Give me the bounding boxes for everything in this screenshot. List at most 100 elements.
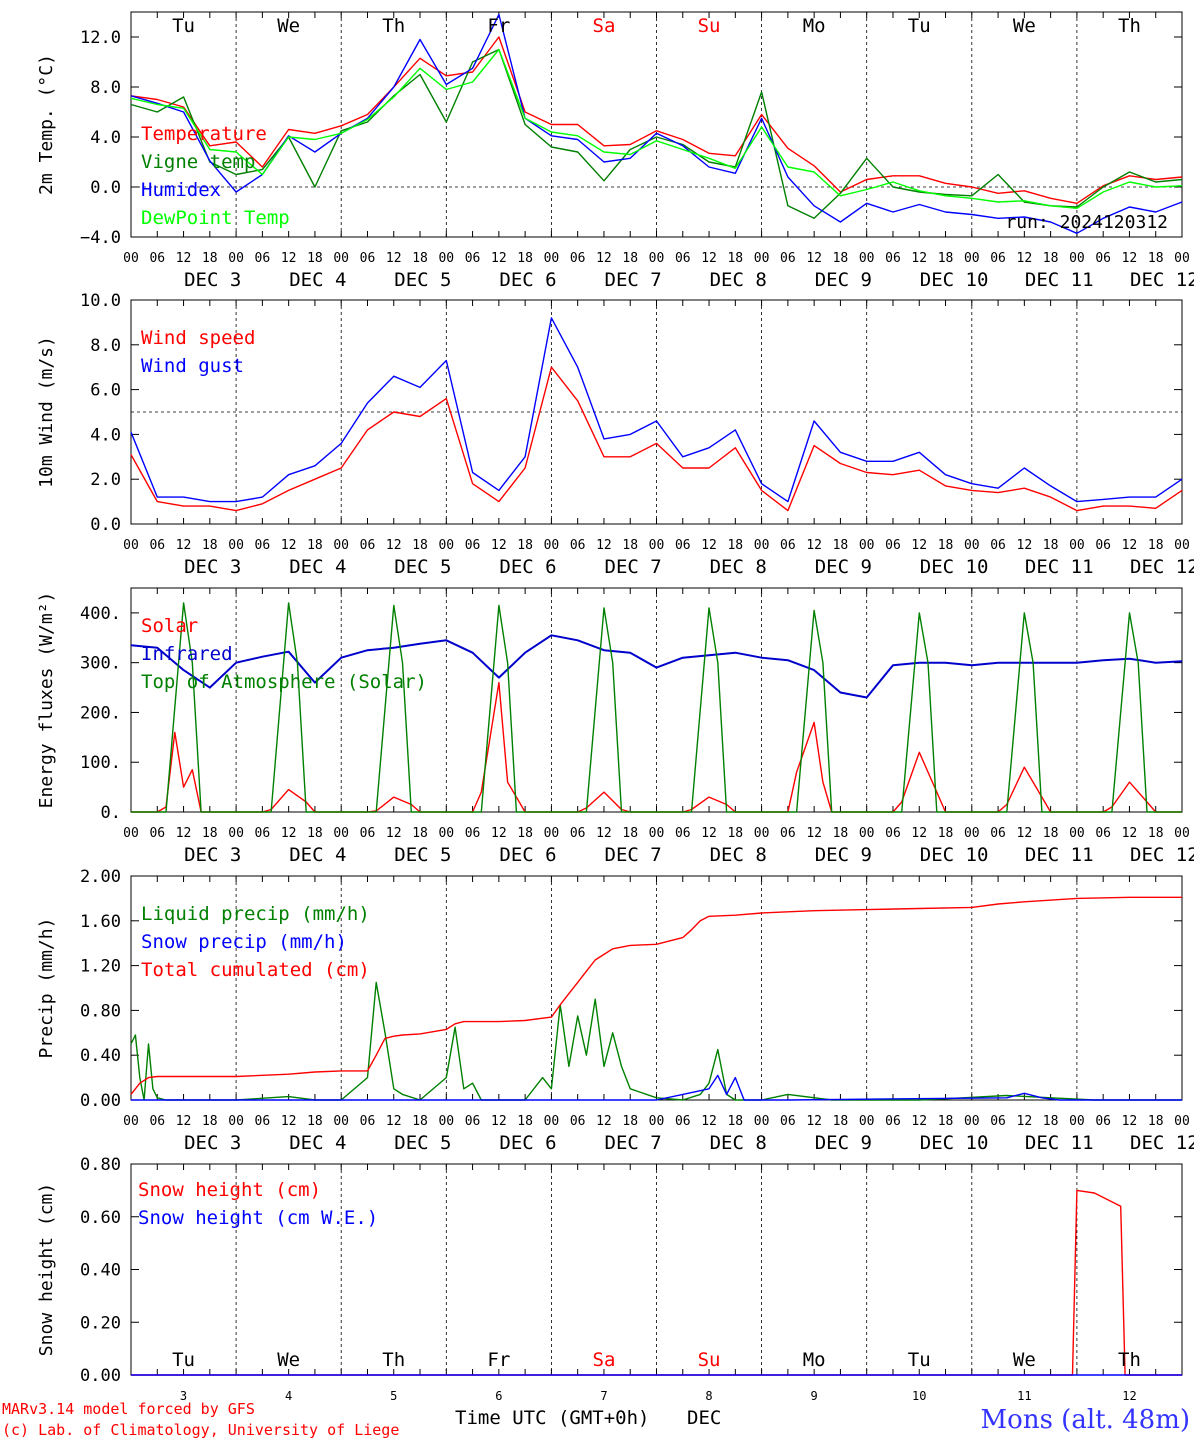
panel-1: −4.0 0.0 4.0 8.0 12.0 2m Temp. (°C) Temperatur…	[36, 11, 1194, 291]
y-tick-label: −4.0	[80, 228, 121, 248]
station-name: Mons (alt. 48m)	[981, 1405, 1190, 1435]
date-label: DEC 8	[710, 269, 767, 291]
date-label: DEC 5	[394, 1132, 451, 1154]
hour-label: 00	[859, 826, 875, 841]
weekday-label: Sa	[593, 1349, 616, 1371]
legend-entry: Temperature	[141, 123, 267, 145]
legend-entry: Snow height (cm)	[138, 1179, 321, 1201]
hour-label: 12	[911, 538, 927, 553]
hour-label: 12	[701, 251, 717, 266]
y-tick-label: 8.0	[90, 336, 121, 356]
hour-label: 18	[727, 826, 743, 841]
hour-label: 18	[202, 1114, 218, 1129]
date-label: DEC 3	[184, 556, 241, 578]
hour-label: 12	[491, 538, 507, 553]
x-axis-label: Time UTC (GMT+0h)	[455, 1407, 649, 1429]
hour-label: 06	[885, 826, 901, 841]
panel-4: 0.00 0.40 0.80 1.20 1.60 2.00 Precip (mm/h) Liq…	[36, 867, 1194, 1154]
date-label: DEC 6	[499, 844, 556, 866]
y-tick-label: 0.40	[80, 1261, 121, 1281]
hour-label: 18	[412, 251, 428, 266]
day-number-label: 9	[811, 1389, 818, 1403]
date-label: DEC 7	[605, 844, 662, 866]
y-tick-label: 4.0	[90, 425, 121, 445]
hour-label: 06	[149, 1114, 165, 1129]
hour-label: 06	[1095, 538, 1111, 553]
hour-label: 12	[1017, 826, 1033, 841]
legend-entry: Total cumulated (cm)	[141, 959, 370, 981]
hour-label: 00	[544, 826, 560, 841]
hour-label: 06	[990, 826, 1006, 841]
y-tick-label: 300.	[80, 654, 121, 674]
hour-label: 18	[938, 1114, 954, 1129]
hour-label: 12	[176, 251, 192, 266]
hour-label: 00	[964, 1114, 980, 1129]
weekday-label: Mo	[803, 1349, 826, 1371]
day-number-label: 7	[600, 1389, 607, 1403]
hour-label: 00	[859, 1114, 875, 1129]
weekday-label: Mo	[803, 15, 826, 37]
hour-label: 00	[754, 251, 770, 266]
date-label: DEC 8	[710, 844, 767, 866]
date-label: DEC 11	[1025, 844, 1094, 866]
hour-label: 12	[386, 826, 402, 841]
hour-label: 06	[255, 251, 271, 266]
hour-label: 00	[1174, 251, 1190, 266]
hour-label: 12	[491, 826, 507, 841]
date-label: DEC 9	[815, 1132, 872, 1154]
hour-label: 12	[701, 1114, 717, 1129]
date-label: DEC 3	[184, 269, 241, 291]
weekday-label: Su	[698, 15, 721, 37]
hour-label: 00	[438, 1114, 454, 1129]
day-number-label: 6	[495, 1389, 502, 1403]
run-annotation: run: 2024120312	[1005, 212, 1168, 233]
hour-label: 12	[596, 1114, 612, 1129]
date-label: DEC 4	[289, 1132, 346, 1154]
date-label: DEC 5	[394, 844, 451, 866]
hour-label: 18	[833, 1114, 849, 1129]
hour-label: 06	[1095, 826, 1111, 841]
hour-label: 12	[596, 538, 612, 553]
weekday-label: Fr	[487, 15, 510, 37]
date-label: DEC 4	[289, 556, 346, 578]
legend-entry: DewPoint Temp	[141, 207, 290, 229]
hour-label: 12	[1122, 826, 1138, 841]
legend-entry: Humidex	[141, 179, 221, 201]
y-axis-label: 2m Temp. (°C)	[36, 54, 57, 195]
hour-label: 12	[806, 826, 822, 841]
hour-label: 00	[1069, 826, 1085, 841]
hour-label: 18	[833, 826, 849, 841]
weekday-label: We	[277, 15, 300, 37]
hour-label: 06	[885, 251, 901, 266]
weekday-label: We	[277, 1349, 300, 1371]
hour-label: 06	[675, 826, 691, 841]
y-tick-label: 0.80	[80, 1001, 121, 1021]
date-label: DEC 9	[815, 844, 872, 866]
date-label: DEC 3	[184, 844, 241, 866]
panel-3: 0. 100. 200. 300. 400. Energy fluxes (W/m²) So…	[36, 587, 1194, 866]
hour-label: 12	[491, 251, 507, 266]
y-tick-label: 4.0	[90, 128, 121, 148]
legend-entry: Top of Atmosphere (Solar)	[141, 671, 427, 693]
hour-label: 18	[622, 538, 638, 553]
date-label: DEC 8	[710, 1132, 767, 1154]
copyright: (c) Lab. of Climatology, University of L…	[2, 1421, 399, 1439]
hour-label: 12	[596, 826, 612, 841]
hour-label: 12	[386, 251, 402, 266]
hour-label: 06	[675, 251, 691, 266]
hour-label: 06	[780, 826, 796, 841]
y-tick-label: 0.00	[80, 1366, 121, 1386]
hour-label: 12	[806, 251, 822, 266]
date-label: DEC 10	[920, 556, 989, 578]
weekday-label: Tu	[908, 1349, 931, 1371]
hour-label: 00	[964, 538, 980, 553]
weekday-label: Th	[382, 1349, 405, 1371]
date-label: DEC 11	[1025, 556, 1094, 578]
day-number-label: 5	[390, 1389, 397, 1403]
hour-label: 00	[544, 1114, 560, 1129]
hour-label: 06	[1095, 1114, 1111, 1129]
hour-label: 00	[123, 1114, 139, 1129]
hour-label: 12	[1122, 538, 1138, 553]
date-label: DEC 6	[499, 556, 556, 578]
hour-label: 06	[255, 538, 271, 553]
